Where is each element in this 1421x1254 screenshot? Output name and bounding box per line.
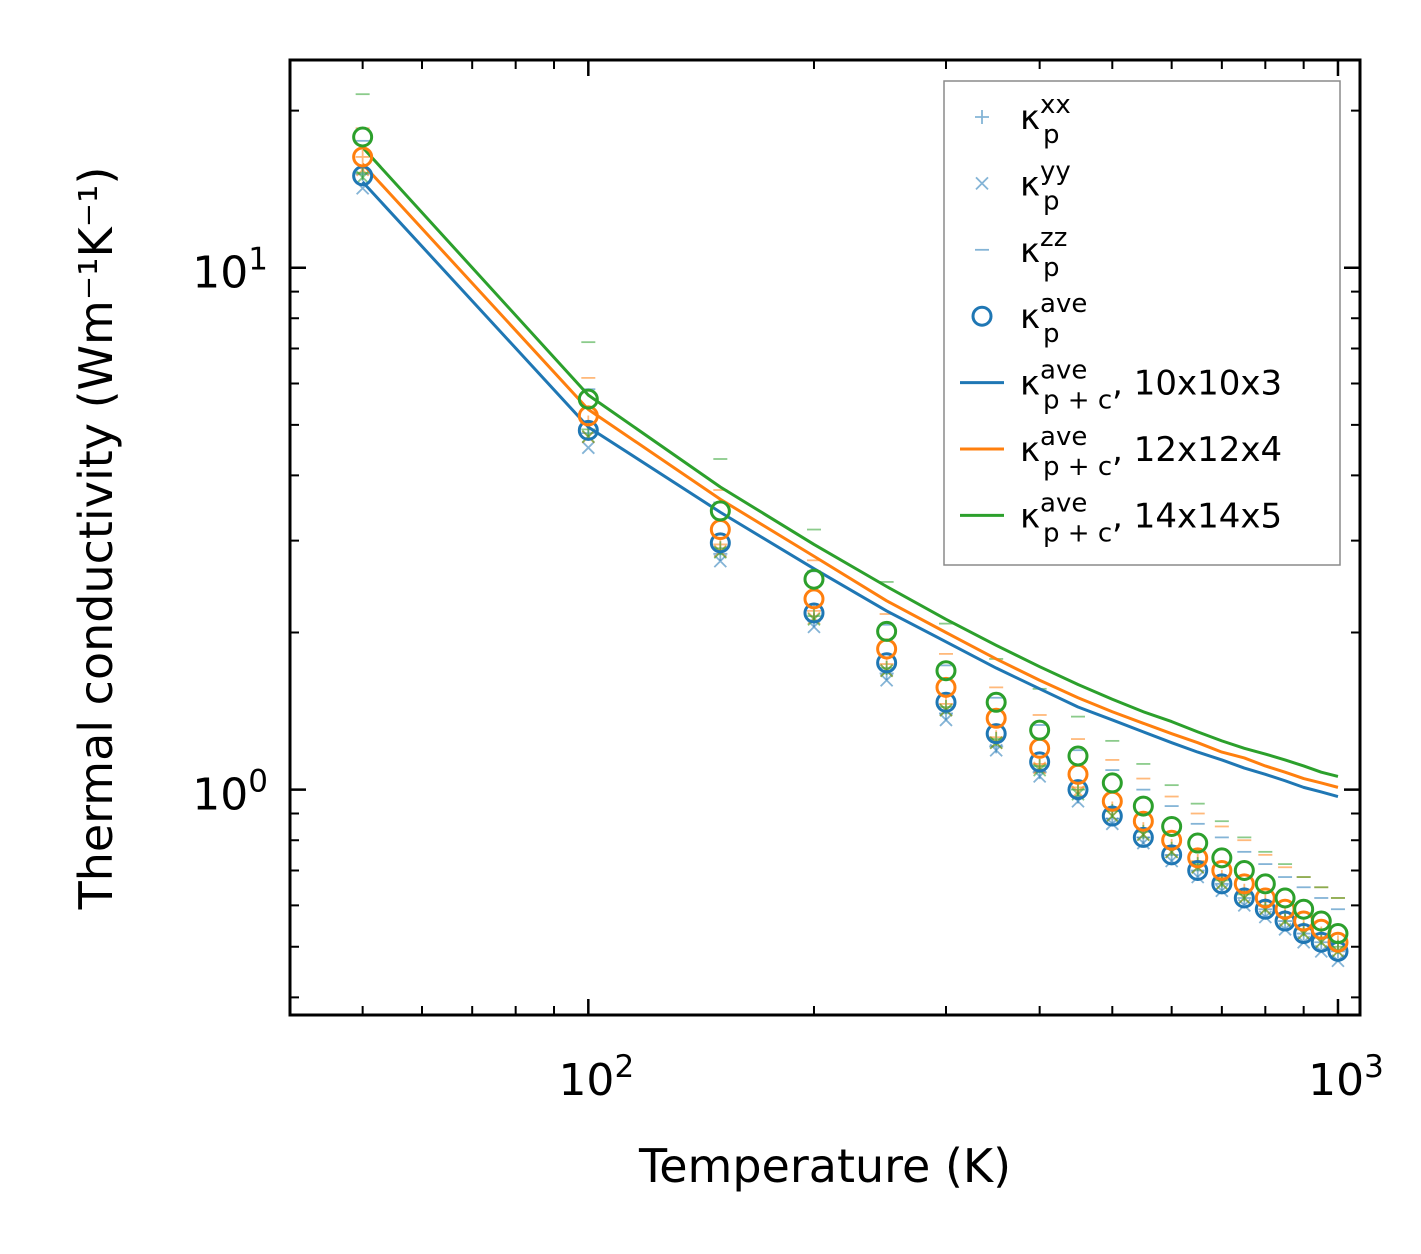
legend-box	[943, 80, 1341, 566]
point-ave-12x12x4-750	[1233, 873, 1255, 895]
point-ave-12x12x4-800	[1254, 887, 1276, 909]
point-ave-14x14x5-900	[1293, 898, 1315, 920]
point-ave-10x10x3-300	[935, 691, 957, 713]
point-ave-12x12x4-700	[1211, 859, 1233, 881]
plot-marks	[352, 93, 1349, 968]
point-ave-10x10x3-200	[803, 602, 825, 624]
point-ave-12x12x4-200	[803, 588, 825, 610]
tick-labels: 102 103 100 101	[192, 242, 1384, 1106]
y-tick-label-10: 101	[192, 242, 268, 299]
point-ave-12x12x4-350	[985, 707, 1007, 729]
legend-marker-3	[971, 305, 993, 327]
axis-ticks	[290, 60, 1360, 1015]
plot-frame	[288, 58, 1362, 1017]
point-ave-14x14x5-250	[876, 620, 898, 642]
point-ave-10x10x3-650	[1187, 859, 1209, 881]
point-ave-14x14x5-300	[935, 660, 957, 682]
point-ave-10x10x3-800	[1254, 898, 1276, 920]
y-axis-label: Thermal conductivity (Wm⁻¹K⁻¹)	[69, 167, 123, 911]
point-yy-10x10x3-100	[581, 441, 595, 455]
legend-label-4: κave p + c, 10x10x3	[1020, 356, 1282, 416]
point-ave-14x14x5-350	[985, 691, 1007, 713]
legend-item-4: κave p + c, 10x10x3	[960, 356, 1282, 416]
point-ave-10x10x3-350	[985, 723, 1007, 745]
point-ave-10x10x3-500	[1101, 805, 1123, 827]
point-ave-14x14x5-1000	[1327, 923, 1349, 945]
point-yy-10x10x3-300	[939, 713, 953, 727]
legend-label-0: κxx p	[1020, 90, 1071, 150]
point-ave-14x14x5-700	[1211, 847, 1233, 869]
point-ave-14x14x5-650	[1187, 832, 1209, 854]
point-yy-14x14x5-750	[1237, 891, 1251, 905]
point-ave-12x12x4-600	[1161, 829, 1183, 851]
x-tick-label-1000: 103	[1308, 1049, 1384, 1106]
point-yy-14x14x5-500	[1105, 809, 1119, 823]
point-ave-14x14x5-200	[803, 568, 825, 590]
point-ave-12x12x4-1000	[1327, 931, 1349, 953]
point-ave-10x10x3-250	[876, 652, 898, 674]
point-ave-14x14x5-850	[1274, 887, 1296, 909]
point-ave-10x10x3-700	[1211, 873, 1233, 895]
legend-marker-0	[975, 110, 989, 124]
point-ave-14x14x5-400	[1029, 719, 1051, 741]
point-ave-14x14x5-800	[1254, 873, 1276, 895]
point-ave-10x10x3-150	[709, 532, 731, 554]
point-ave-10x10x3-450	[1067, 779, 1089, 801]
point-ave-14x14x5-600	[1161, 815, 1183, 837]
y-tick-label-1: 100	[192, 764, 268, 821]
point-ave-10x10x3-750	[1233, 887, 1255, 909]
point-yy-10x10x3-650	[1191, 870, 1205, 884]
x-tick-label-100: 102	[558, 1049, 634, 1106]
series-ave-14x14x5	[352, 126, 1349, 945]
point-ave-10x10x3-400	[1029, 751, 1051, 773]
point-yy-14x14x5-200	[807, 612, 821, 626]
legend-marker-1	[975, 176, 989, 191]
point-ave-14x14x5-750	[1233, 859, 1255, 881]
point-ave-14x14x5-50	[352, 126, 374, 148]
point-ave-12x12x4-650	[1187, 847, 1209, 869]
point-ave-14x14x5-100	[577, 388, 599, 410]
point-xx-12x12x4-50	[355, 149, 370, 164]
point-yy-14x14x5-50	[356, 170, 370, 184]
point-ave-10x10x3-600	[1161, 844, 1183, 866]
point-ave-12x12x4-550	[1132, 810, 1154, 832]
point-yy-10x10x3-250	[879, 673, 894, 687]
line-pc-ave-12x12x4	[361, 162, 1339, 789]
series-yy-14x14x5	[356, 170, 1345, 958]
legend-item-0: κxx p	[975, 90, 1071, 150]
point-ave-14x14x5-150	[709, 500, 731, 522]
point-ave-12x12x4-400	[1029, 737, 1051, 759]
point-ave-14x14x5-450	[1067, 745, 1089, 767]
legend-label-5: κave p + c, 12x12x4	[1020, 422, 1282, 482]
legend-item-3: κave p	[971, 289, 1087, 349]
point-ave-14x14x5-550	[1132, 795, 1154, 817]
series-ave-10x10x3	[352, 165, 1349, 962]
legend-label-2: κzz p	[1020, 223, 1067, 283]
point-ave-10x10x3-550	[1132, 826, 1154, 848]
line-pc-ave-14x14x5	[361, 146, 1339, 778]
legend-item-2: κzz p	[975, 223, 1067, 283]
legend-label-1: κyy p	[1020, 156, 1071, 216]
legend-label-6: κave p + c, 14x14x5	[1020, 488, 1282, 548]
x-axis-label: Temperature (K)	[638, 1139, 1011, 1193]
legend-item-6: κave p + c, 14x14x5	[960, 488, 1282, 548]
point-ave-10x10x3-100	[577, 419, 599, 441]
legend-item-1: κyy p	[975, 156, 1071, 216]
legend-label-3: κave p	[1020, 289, 1087, 349]
line-pc-ave-10x10x3	[361, 180, 1339, 798]
point-ave-12x12x4-150	[709, 519, 731, 541]
point-ave-12x12x4-50	[352, 146, 374, 168]
point-ave-14x14x5-500	[1101, 772, 1123, 794]
legend-item-5: κave p + c, 12x12x4	[960, 422, 1282, 482]
point-ave-14x14x5-950	[1310, 910, 1332, 932]
point-yy-14x14x5-100	[581, 429, 595, 444]
